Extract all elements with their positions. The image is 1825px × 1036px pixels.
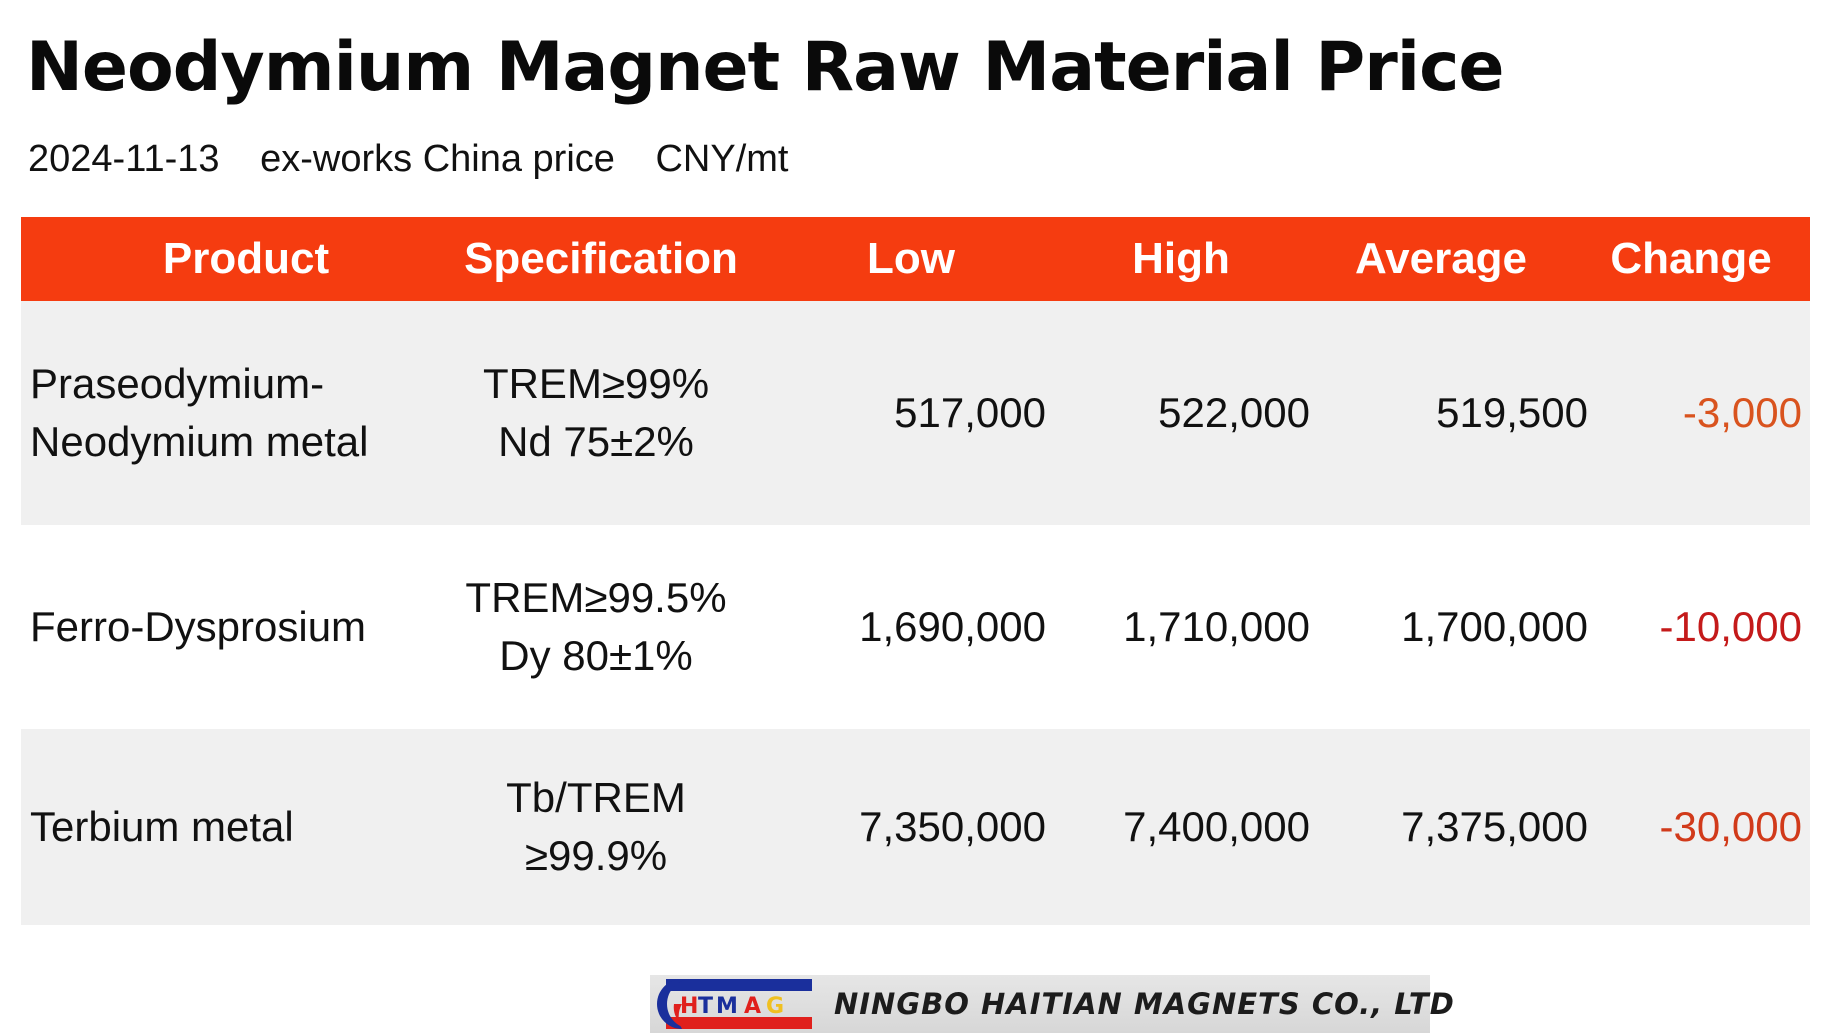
high-price-cell: 522,000 — [1158, 389, 1310, 436]
header-low: Low — [867, 234, 955, 283]
spec-cell: TREM≥99.5% Dy 80±1% — [421, 525, 771, 729]
svg-text:G: G — [766, 994, 784, 1019]
average-price-cell: 7,375,000 — [1401, 803, 1588, 850]
spec-cell: Tb/TREM ≥99.9% — [421, 729, 771, 925]
high-price-cell: 1,710,000 — [1123, 603, 1310, 650]
low-price-cell: 1,690,000 — [859, 603, 1046, 650]
header-high: High — [1132, 234, 1230, 283]
average-price-cell: 519,500 — [1436, 389, 1588, 436]
page-title: Neodymium Magnet Raw Material Price — [26, 28, 1505, 107]
company-logo-banner: H T M A G NINGBO HAITIAN MAGNETS CO., LT… — [650, 975, 1454, 1033]
header-product: Product — [162, 234, 330, 283]
table-row: Terbium metal Tb/TREM ≥99.9% 7,350,000 7… — [21, 729, 1810, 925]
spec-line: Nd 75±2% — [498, 418, 694, 465]
company-name: NINGBO HAITIAN MAGNETS CO., LTD — [834, 987, 1455, 1021]
product-name-line: Terbium metal — [30, 803, 294, 850]
low-price-cell: 517,000 — [894, 389, 1046, 436]
spec-line: TREM≥99% — [482, 360, 710, 407]
product-cell: Praseodymium- Neodymium metal — [30, 301, 430, 525]
header-specification: Specification — [464, 234, 738, 283]
product-cell: Ferro-Dysprosium — [30, 525, 430, 729]
spec-cell: TREM≥99% Nd 75±2% — [421, 301, 771, 525]
table-row: Praseodymium- Neodymium metal TREM≥99% N… — [21, 301, 1810, 525]
spec-line: TREM≥99.5% — [465, 574, 727, 621]
price-basis: ex-works China price — [260, 138, 615, 180]
change-cell: -30,000 — [1659, 803, 1802, 850]
product-name-line: Neodymium metal — [30, 418, 369, 465]
subtitle: 2024-11-13 ex-works China price CNY/mt — [28, 138, 818, 181]
svg-text:M: M — [716, 994, 738, 1019]
svg-text:T: T — [698, 994, 713, 1019]
price-date: 2024-11-13 — [28, 138, 220, 180]
svg-text:H: H — [680, 994, 698, 1019]
header-change: Change — [1610, 234, 1772, 283]
price-table: Product Specification Low High Average C… — [21, 217, 1810, 925]
change-cell: -10,000 — [1659, 603, 1802, 650]
htmag-logo-graphic: H T M A G — [657, 979, 812, 1029]
product-name-line: Praseodymium- — [30, 360, 325, 407]
price-unit: CNY/mt — [655, 138, 789, 180]
table-row: Ferro-Dysprosium TREM≥99.5% Dy 80±1% 1,6… — [21, 525, 1810, 729]
svg-text:A: A — [744, 994, 761, 1019]
average-price-cell: 1,700,000 — [1401, 603, 1588, 650]
htmag-logo-icon: H T M A G — [652, 977, 814, 1031]
high-price-cell: 7,400,000 — [1123, 803, 1310, 850]
header-average: Average — [1354, 234, 1528, 283]
table-header: Product Specification Low High Average C… — [21, 217, 1810, 301]
low-price-cell: 7,350,000 — [859, 803, 1046, 850]
spec-line: ≥99.9% — [524, 832, 668, 879]
change-cell: -3,000 — [1682, 389, 1802, 436]
spec-line: Dy 80±1% — [499, 632, 693, 679]
product-cell: Terbium metal — [30, 729, 430, 925]
product-name-line: Ferro-Dysprosium — [30, 603, 367, 650]
spec-line: Tb/TREM — [506, 774, 686, 821]
